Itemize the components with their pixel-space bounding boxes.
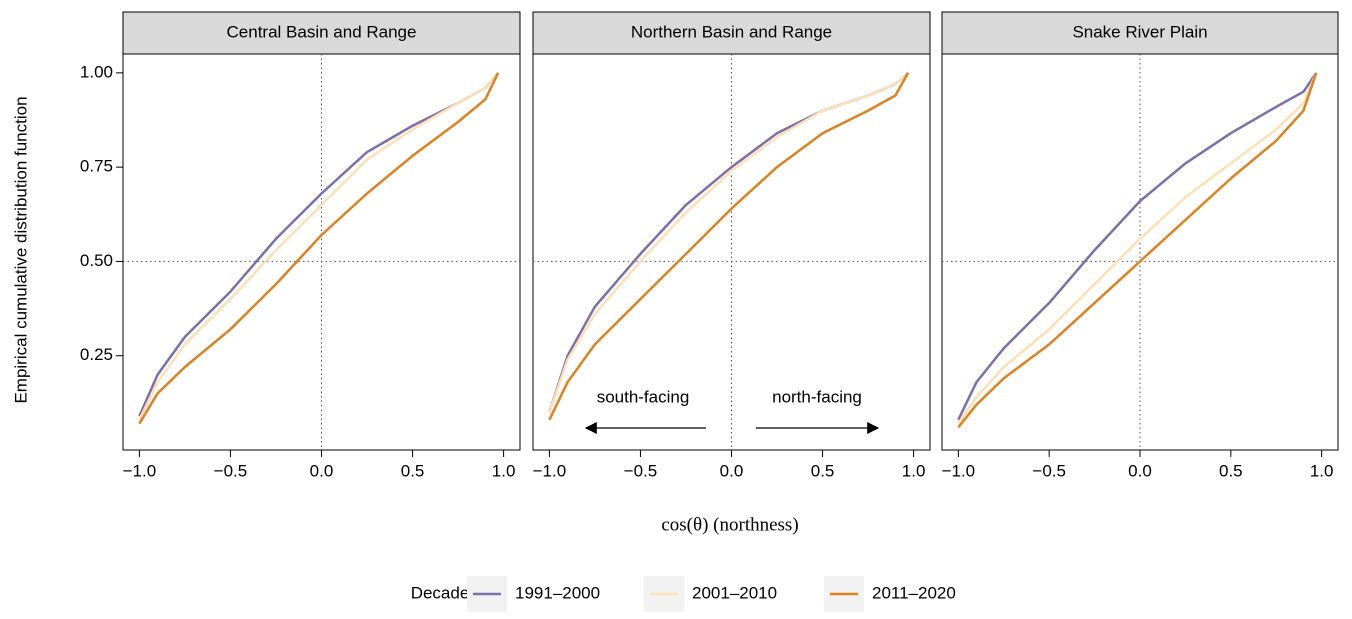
series-line bbox=[548, 72, 910, 421]
strip bbox=[122, 11, 521, 55]
annotation: north-facing bbox=[772, 387, 862, 406]
y-tick-label: 0.75 bbox=[80, 157, 113, 176]
panel-title: Snake River Plain bbox=[1072, 22, 1207, 41]
x-axis-label: cos(θ) (northness) bbox=[661, 514, 798, 535]
legend-title: Decade bbox=[411, 583, 470, 602]
x-tick-label: −0.5 bbox=[624, 461, 658, 480]
x-tick-label: 0.5 bbox=[1219, 461, 1243, 480]
series-line bbox=[957, 72, 1318, 425]
x-tick-label: 1.0 bbox=[492, 461, 516, 480]
series-line bbox=[138, 72, 500, 417]
x-tick-label: −0.5 bbox=[1032, 461, 1066, 480]
series-line bbox=[138, 72, 500, 421]
y-tick-label: 0.25 bbox=[80, 345, 113, 364]
legend-label: 2011–2020 bbox=[872, 583, 956, 602]
legend-label: 1991–2000 bbox=[515, 583, 600, 602]
x-tick-label: 1.0 bbox=[902, 461, 926, 480]
x-tick-label: −1.0 bbox=[123, 461, 157, 480]
panel-title: Northern Basin and Range bbox=[631, 22, 832, 41]
series-line bbox=[548, 71, 909, 413]
y-tick-label: 1.00 bbox=[80, 62, 113, 81]
x-tick-label: 0.0 bbox=[310, 461, 334, 480]
x-tick-label: 0.5 bbox=[811, 461, 835, 480]
x-tick-label: −1.0 bbox=[942, 461, 976, 480]
x-tick-label: 0.5 bbox=[401, 461, 425, 480]
x-tick-label: −1.0 bbox=[533, 461, 567, 480]
series-line bbox=[548, 71, 909, 413]
y-tick-label: 0.50 bbox=[80, 251, 113, 270]
series-line bbox=[138, 72, 500, 425]
x-tick-label: 0.0 bbox=[1128, 461, 1152, 480]
series-line bbox=[957, 72, 1318, 421]
legend-label: 2001–2010 bbox=[692, 583, 777, 602]
panel-title: Central Basin and Range bbox=[227, 22, 417, 41]
x-tick-label: 1.0 bbox=[1310, 461, 1334, 480]
x-tick-label: −0.5 bbox=[214, 461, 248, 480]
series-line bbox=[957, 72, 1318, 429]
annotation: south-facing bbox=[597, 387, 690, 406]
y-axis-label: Empirical cumulative distribution functi… bbox=[11, 96, 30, 403]
x-tick-label: 0.0 bbox=[720, 461, 744, 480]
